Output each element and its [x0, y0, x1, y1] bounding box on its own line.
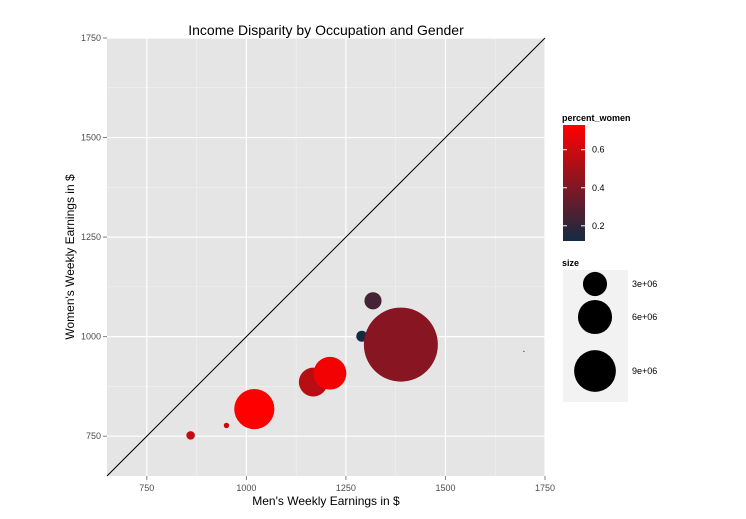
color-legend: percent_women 0.2 0.4 0.6	[562, 113, 631, 241]
data-point	[523, 350, 525, 352]
data-point	[223, 422, 230, 429]
color-legend-label: 0.6	[592, 145, 605, 155]
y-tick-label: 1000	[81, 332, 101, 342]
y-axis-ticks: 750 1000 1250 1500 1750	[81, 33, 107, 441]
data-point	[364, 292, 382, 310]
y-tick-label: 1750	[81, 33, 101, 43]
size-legend: size 3e+06 6e+06 9e+06	[562, 258, 657, 402]
data-point	[363, 307, 438, 382]
data-points	[186, 292, 525, 440]
chart-title: Income Disparity by Occupation and Gende…	[188, 22, 464, 38]
data-point	[234, 389, 275, 430]
x-axis-ticks: 750 1000 1250 1500 1750	[139, 476, 555, 493]
y-tick-label: 750	[86, 431, 101, 441]
x-axis-title: Men's Weekly Earnings in $	[252, 494, 400, 508]
size-legend-label: 9e+06	[632, 366, 657, 376]
size-legend-title: size	[562, 258, 579, 268]
y-axis-title: Women's Weekly Earnings in $	[63, 174, 77, 340]
x-tick-label: 1500	[435, 483, 455, 493]
size-legend-breaks: 3e+06 6e+06 9e+06	[574, 271, 657, 392]
size-legend-label: 6e+06	[632, 312, 657, 322]
color-legend-title: percent_women	[562, 113, 631, 123]
x-tick-label: 1750	[535, 483, 555, 493]
data-point	[313, 356, 347, 390]
y-tick-label: 1500	[81, 133, 101, 143]
grid-minor	[107, 38, 545, 476]
color-legend-breaks: 0.2 0.4 0.6	[563, 145, 605, 231]
x-tick-label: 750	[139, 483, 154, 493]
size-legend-label: 3e+06	[632, 279, 657, 289]
reference-line	[106, 37, 546, 477]
size-legend-key	[582, 271, 608, 297]
color-legend-label: 0.4	[592, 183, 605, 193]
color-legend-label: 0.2	[592, 221, 605, 231]
x-tick-label: 1000	[236, 483, 256, 493]
data-point	[186, 431, 195, 440]
size-legend-key	[574, 350, 616, 392]
size-legend-key	[577, 299, 613, 335]
color-legend-bar	[563, 125, 585, 241]
x-tick-label: 1250	[336, 483, 356, 493]
y-tick-label: 1250	[81, 232, 101, 242]
